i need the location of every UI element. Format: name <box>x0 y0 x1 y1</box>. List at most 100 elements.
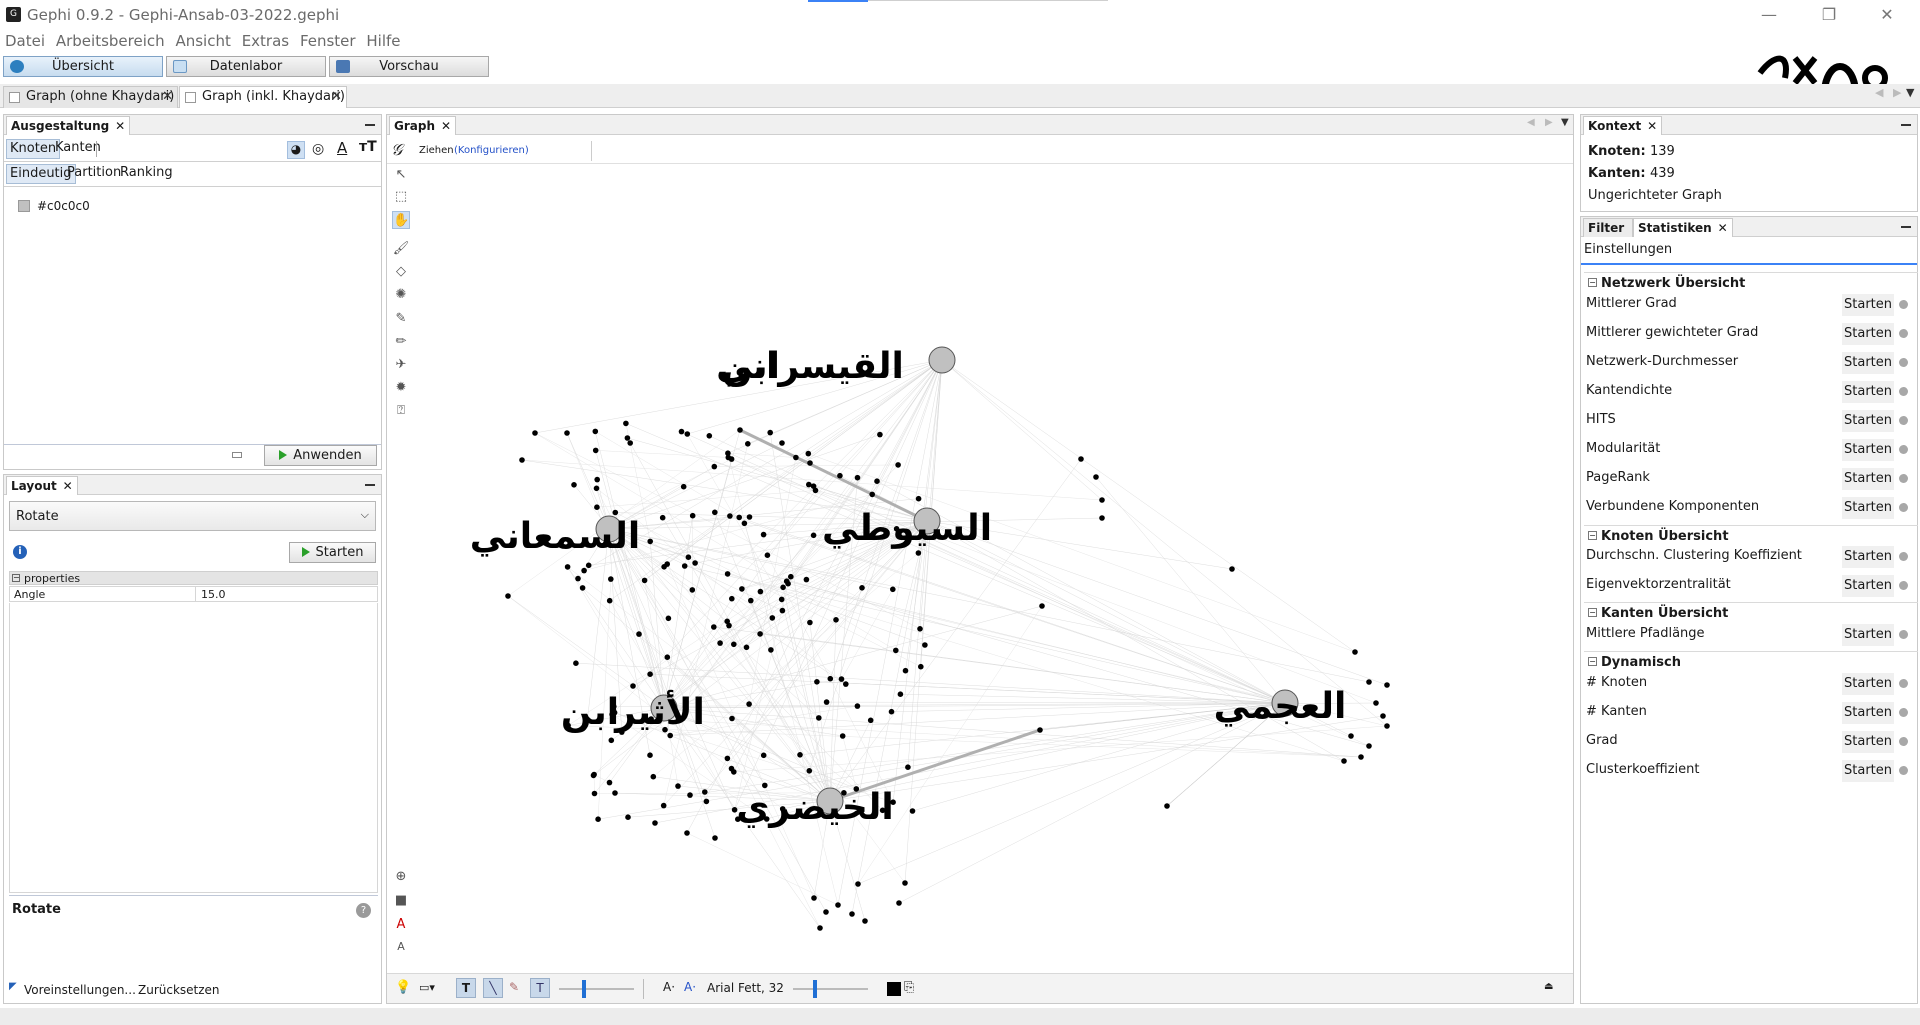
graph-node[interactable] <box>905 764 911 770</box>
graph-node[interactable] <box>812 487 819 494</box>
graph-node[interactable] <box>839 733 846 739</box>
graph-node[interactable] <box>711 463 718 470</box>
graph-node[interactable] <box>685 554 692 560</box>
start-button[interactable]: Starten <box>1842 673 1894 695</box>
graph-node[interactable] <box>779 607 786 614</box>
start-button[interactable]: Starten <box>1842 546 1894 568</box>
menu-datei[interactable]: Datei <box>5 32 46 50</box>
graph-node[interactable] <box>1366 679 1372 685</box>
graph-canvas[interactable]: القيسراني ابن السمعاني السيوطي الأثير اب… <box>415 163 1572 974</box>
graph-node[interactable] <box>593 485 600 492</box>
menu-fenster[interactable]: Fenster <box>299 32 356 50</box>
painter-icon[interactable]: 🖌 <box>392 241 410 256</box>
graph-node[interactable] <box>807 619 813 626</box>
graph-node[interactable] <box>827 675 834 682</box>
graph-node[interactable] <box>1358 754 1364 760</box>
font-size-slider[interactable] <box>793 988 868 990</box>
scroll-left-icon[interactable]: ◀ <box>1527 117 1535 128</box>
graph-node[interactable] <box>729 595 735 602</box>
statistics-tab[interactable]: Statistiken ✕ <box>1633 218 1733 237</box>
graph-node[interactable] <box>647 671 653 677</box>
graph-node[interactable] <box>760 752 767 759</box>
section-network-overview[interactable]: − Netzwerk Übersicht <box>1584 272 1918 294</box>
show-edges-icon[interactable]: ╲ <box>483 978 503 998</box>
dropdown-icon[interactable]: ▼ <box>1561 117 1569 128</box>
graph-node[interactable] <box>731 807 738 813</box>
start-button[interactable]: Starten <box>1842 381 1894 403</box>
graph-node[interactable] <box>712 835 718 841</box>
label-color-swatch[interactable] <box>887 982 901 996</box>
graph-node[interactable] <box>855 881 861 887</box>
graph-node[interactable] <box>631 541 637 548</box>
graph-node[interactable] <box>630 683 636 689</box>
graph-node[interactable] <box>783 578 790 584</box>
graph-node[interactable] <box>909 808 916 814</box>
graph-node[interactable] <box>817 925 823 931</box>
graph-node[interactable] <box>1099 515 1105 521</box>
font-size-slider-thumb[interactable] <box>813 980 817 998</box>
graph-node[interactable] <box>1348 733 1354 739</box>
menu-ansicht[interactable]: Ansicht <box>175 32 231 50</box>
tabs-dropdown-icon[interactable]: ▼ <box>1906 86 1915 99</box>
graph-node[interactable] <box>888 708 895 715</box>
graph-node[interactable] <box>650 773 657 780</box>
section-node-overview[interactable]: − Knoten Übersicht <box>1584 525 1918 547</box>
graph-node[interactable] <box>606 779 613 786</box>
graph-node[interactable] <box>803 576 810 583</box>
menu-arbeitsbereich[interactable]: Arbeitsbereich <box>55 32 165 50</box>
graph-node[interactable] <box>806 481 812 488</box>
help-icon[interactable]: ? <box>356 903 371 918</box>
tab-ranking[interactable]: Ranking <box>120 165 173 180</box>
menu-extras[interactable]: Extras <box>241 32 290 50</box>
graph-node[interactable] <box>702 789 708 795</box>
start-button[interactable]: Starten <box>1842 497 1894 519</box>
graph-node[interactable] <box>746 514 753 520</box>
graph-node[interactable] <box>838 676 845 682</box>
graph-node[interactable] <box>862 918 868 924</box>
graph-node[interactable] <box>762 782 768 789</box>
graph-node[interactable] <box>893 647 899 654</box>
minimize-panel-icon[interactable] <box>365 124 375 126</box>
graph-hub-node[interactable] <box>816 787 844 815</box>
graph-node[interactable] <box>779 806 786 812</box>
graph-node[interactable] <box>810 483 817 490</box>
layout-tab[interactable]: Layout ✕ <box>6 476 78 495</box>
graph-node[interactable] <box>692 560 698 566</box>
tabs-scroll-left-icon[interactable]: ◀ <box>1875 86 1884 99</box>
graph-node[interactable] <box>1384 723 1390 729</box>
tab-nodes[interactable]: Knoten <box>6 139 61 159</box>
minimize-panel-icon[interactable] <box>1901 124 1911 126</box>
graph-node[interactable] <box>854 474 861 481</box>
graph-node[interactable] <box>737 427 743 433</box>
select-arrow-icon[interactable]: ↖ <box>395 167 407 182</box>
reset-colors-icon[interactable]: ⎘ <box>904 980 915 995</box>
graph-node[interactable] <box>624 435 631 441</box>
graph-node[interactable] <box>611 703 617 710</box>
graph-node[interactable] <box>902 880 908 886</box>
edge-labels-icon[interactable]: T <box>530 978 550 998</box>
graph-node[interactable] <box>867 717 874 724</box>
graph-node[interactable] <box>823 699 830 705</box>
size-icon[interactable]: ◎ <box>312 141 325 157</box>
graph-node[interactable] <box>869 491 875 498</box>
layout-start-button[interactable]: Starten <box>289 542 376 563</box>
collapse-icon[interactable] <box>232 452 242 458</box>
graph-node[interactable] <box>564 564 571 570</box>
graph-node[interactable] <box>763 816 770 822</box>
graph-node[interactable] <box>592 428 599 435</box>
graph-node[interactable] <box>608 576 614 582</box>
graph-node[interactable] <box>725 454 732 461</box>
graph-node[interactable] <box>757 631 763 637</box>
graph-node[interactable] <box>665 615 672 622</box>
graph-node[interactable] <box>728 765 735 772</box>
graph-node[interactable] <box>810 532 817 539</box>
graph-node[interactable] <box>743 644 750 651</box>
pencil-icon[interactable]: ✎ <box>395 311 407 326</box>
graph-node[interactable] <box>680 483 687 490</box>
graph-node[interactable] <box>915 495 922 502</box>
color-palette-icon[interactable]: ◕ <box>287 141 305 159</box>
edge-weight-slider[interactable] <box>559 988 634 990</box>
doc-tab-without-khaydari[interactable]: Graph (ohne Khaydari) ✕ <box>3 86 178 108</box>
graph-node[interactable] <box>1352 649 1358 655</box>
graph-node[interactable] <box>684 830 690 836</box>
